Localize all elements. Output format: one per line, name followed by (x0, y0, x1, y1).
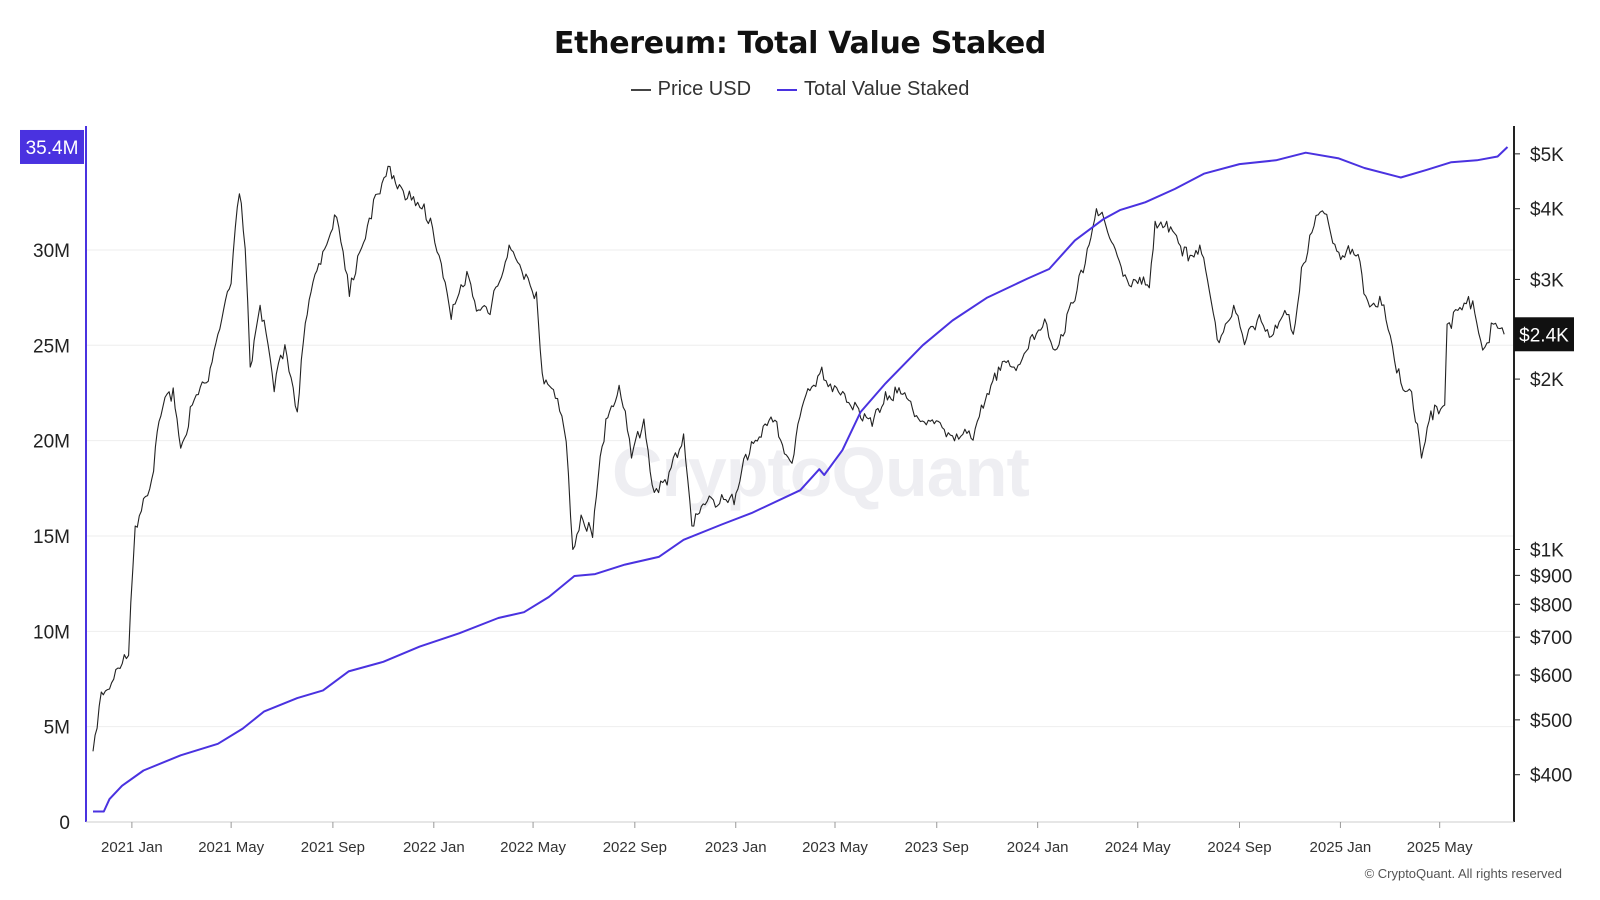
series-lines (92, 146, 1509, 813)
left-tick-label: 20M (33, 432, 70, 453)
x-tick-label: 2023 Jan (705, 839, 767, 856)
total-value-staked-line (93, 146, 1509, 813)
right-tick-label: $500 (1530, 711, 1572, 732)
right-tick-label: $600 (1530, 666, 1572, 687)
copyright: © CryptoQuant. All rights reserved (1364, 866, 1562, 881)
right-tick-label: $5K (1530, 145, 1564, 166)
legend-label-staked: Total Value Staked (804, 78, 970, 100)
right-tick-label: $400 (1530, 766, 1572, 787)
left-tick-label: 15M (33, 527, 70, 548)
x-tick-label: 2025 May (1407, 839, 1473, 856)
x-tick-label: 2024 May (1105, 839, 1171, 856)
left-tick-label: 5M (44, 718, 70, 739)
x-tick-label: 2021 Jan (101, 839, 163, 856)
legend-label-price: Price USD (657, 78, 752, 100)
right-tick-label: $1K (1530, 540, 1564, 561)
x-tick-label: 2021 Sep (301, 839, 365, 856)
x-tick-label: 2022 May (500, 839, 566, 856)
right-tick-label: $4K (1530, 200, 1564, 221)
x-tick-label: 2023 May (802, 839, 868, 856)
legend-swatch-staked (777, 88, 798, 91)
axes (85, 126, 1515, 823)
last-value-badges: 35.4M $2.4K (20, 129, 1574, 352)
x-tick-label: 2025 Jan (1310, 839, 1372, 856)
left-axis-ticks: 0 5M 10M 15M 20M 25M 30M (33, 241, 70, 834)
right-badge-bg (1514, 317, 1574, 352)
grid (86, 249, 1514, 728)
x-tick-label: 2022 Sep (603, 839, 667, 856)
x-tick-label: 2021 May (198, 839, 264, 856)
legend-item-price[interactable]: Price USD (630, 78, 752, 101)
x-tick-label: 2024 Jan (1007, 839, 1069, 856)
x-tick-label: 2022 Jan (403, 839, 465, 856)
legend-swatch-price (630, 88, 651, 91)
chart-title: Ethereum: Total Value Staked (553, 26, 1047, 61)
right-tick-label: $2K (1530, 370, 1564, 391)
left-tick-label: 10M (33, 622, 70, 643)
left-tick-label: 30M (33, 241, 70, 262)
x-tick-label: 2023 Sep (905, 839, 969, 856)
left-badge-label: 35.4M (26, 138, 79, 159)
right-tick-label: $900 (1530, 566, 1572, 587)
right-tick-label: $3K (1530, 270, 1564, 291)
right-badge-label: $2.4K (1519, 325, 1569, 346)
x-tick-label: 2024 Sep (1207, 839, 1271, 856)
price-usd-line (92, 165, 1505, 752)
right-axis-ticks: $400 $500 $600 $700 $800 $900 $1K $2K $3K $4K $5K (1514, 145, 1572, 787)
x-axis-ticks: 2021 Jan 2021 May 2021 Sep 2022 Jan 2022 May… (101, 822, 1473, 856)
left-tick-label: 0 (59, 813, 70, 834)
left-tick-label: 25M (33, 336, 70, 357)
right-tick-label: $800 (1530, 595, 1572, 616)
legend: Price USD Total Value Staked (0, 78, 1600, 101)
legend-item-staked[interactable]: Total Value Staked (777, 78, 969, 101)
right-tick-label: $700 (1530, 628, 1572, 649)
left-badge-bg (20, 129, 84, 164)
